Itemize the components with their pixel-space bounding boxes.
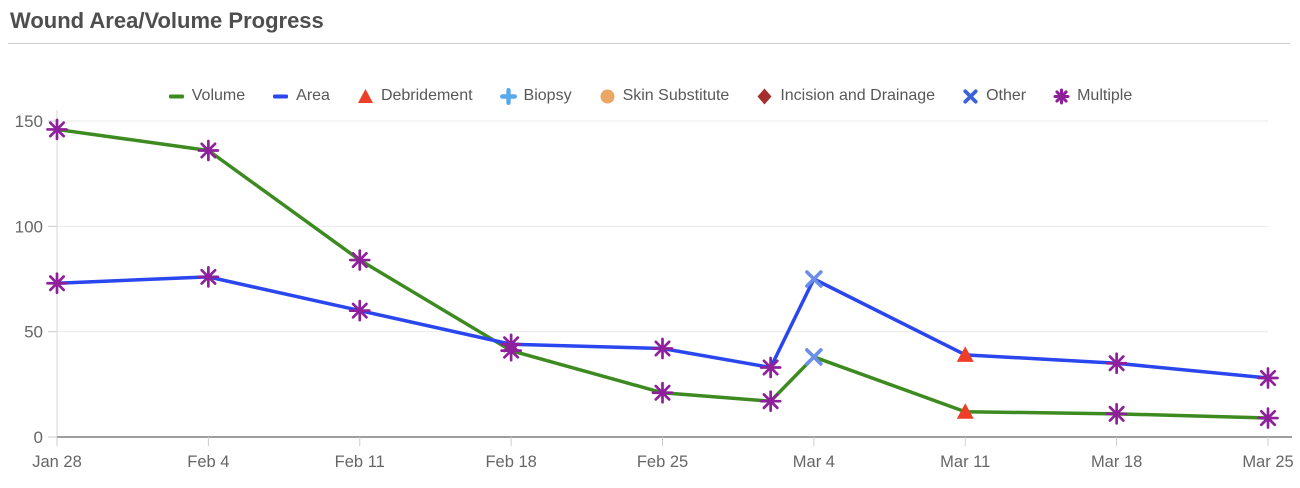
legend-item-skin-substitute[interactable]: Skin Substitute: [599, 87, 730, 105]
axis-tick-label: Jan 28: [32, 453, 82, 471]
axis-tick-label: Feb 18: [485, 453, 536, 471]
legend-label: Area: [296, 87, 330, 104]
axis-tick-label: Mar 18: [1091, 453, 1142, 471]
data-point-marker-asterisk[interactable]: [197, 266, 220, 288]
legend-item-biopsy[interactable]: Biopsy: [499, 87, 572, 105]
legend-label: Multiple: [1077, 87, 1133, 104]
data-point-marker-asterisk[interactable]: [197, 139, 220, 162]
axis-tick-label: 0: [34, 428, 43, 447]
legend-item-volume[interactable]: Volume: [168, 87, 245, 105]
legend-label: Other: [986, 87, 1027, 104]
series-line-volume[interactable]: [55, 127, 1270, 420]
axis-tick-label: 100: [15, 217, 43, 236]
data-point-marker-asterisk[interactable]: [348, 299, 371, 322]
data-point-marker-asterisk[interactable]: [348, 249, 371, 271]
data-point-marker-asterisk[interactable]: [759, 390, 782, 413]
biopsy-plus-icon: [499, 87, 517, 105]
data-point-marker-asterisk[interactable]: [46, 272, 68, 295]
incision-and-drainage-diamond-icon: [757, 88, 772, 104]
volume-dash-icon: [168, 94, 184, 98]
legend-label: Incision and Drainage: [780, 87, 936, 104]
skin-substitute-circle-icon: [600, 89, 615, 103]
axis-tick-label: Mar 4: [793, 453, 835, 471]
multiple-asterisk-icon: [1053, 88, 1070, 104]
data-point-marker-asterisk[interactable]: [651, 381, 674, 404]
area-dash-icon: [273, 94, 289, 98]
axis-tick-label: Feb 11: [335, 453, 385, 471]
axis-tick-label: Mar 25: [1242, 453, 1293, 471]
other-x-icon: [963, 88, 978, 104]
legend-item-incision-and-drainage[interactable]: Incision and Drainage: [756, 87, 935, 105]
data-point-marker-asterisk[interactable]: [1257, 367, 1279, 389]
data-point-marker-asterisk[interactable]: [651, 337, 674, 360]
legend-label: Volume: [191, 87, 246, 104]
legend-item-area[interactable]: Area: [272, 87, 330, 105]
legend-label: Debridement: [380, 87, 473, 104]
legend-item-other[interactable]: Other: [962, 87, 1026, 105]
data-point-marker-asterisk[interactable]: [1105, 352, 1128, 375]
data-point-marker-triangle[interactable]: [956, 346, 974, 362]
debridement-triangle-icon: [357, 88, 373, 103]
chart-legend: Volume Area Debridement Biopsy Skin Substitu…: [0, 87, 1300, 105]
data-point-marker-asterisk[interactable]: [1257, 407, 1279, 429]
data-point-marker-asterisk[interactable]: [759, 356, 782, 379]
legend-item-multiple[interactable]: Multiple: [1053, 87, 1132, 105]
legend-label: Biopsy: [523, 87, 572, 104]
data-point-marker-x[interactable]: [805, 270, 823, 288]
axis-tick-label: Mar 11: [940, 453, 990, 471]
axis-tick-label: Feb 25: [637, 453, 688, 471]
data-point-marker-asterisk[interactable]: [500, 333, 522, 356]
data-point-marker-asterisk[interactable]: [1105, 402, 1128, 425]
axis-tick-label: 150: [15, 112, 43, 131]
legend-item-debridement[interactable]: Debridement: [357, 87, 473, 105]
wound-chart-svg: 0 50 100 150 Jan 28 Feb 4 Feb 11 Feb 18 Feb 25 Ma…: [15, 110, 1294, 471]
legend-label: Skin Substitute: [622, 87, 730, 104]
axis-tick-label: Feb 4: [187, 453, 229, 471]
axis-tick-label: 50: [24, 323, 43, 342]
data-point-marker-x[interactable]: [805, 348, 823, 366]
data-point-marker-asterisk[interactable]: [46, 118, 68, 141]
page-title: Wound Area/Volume Progress: [10, 8, 324, 33]
data-point-marker-triangle[interactable]: [956, 403, 974, 419]
series-line-area[interactable]: [55, 275, 1270, 380]
title-divider: [8, 43, 1290, 44]
